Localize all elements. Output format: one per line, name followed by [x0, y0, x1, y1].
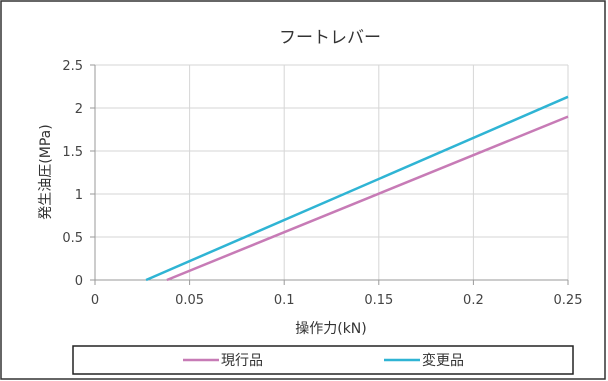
series-line-2 — [145, 95, 569, 282]
plot-series — [145, 95, 569, 282]
gridlines — [95, 64, 569, 280]
x-tick-label: 0.1 — [274, 293, 295, 308]
y-tick-label: 1.5 — [62, 145, 83, 160]
y-tick-label: 2 — [75, 102, 83, 117]
x-tick-label: 0.15 — [364, 293, 393, 308]
x-tick-label: 0.2 — [463, 293, 484, 308]
axes — [90, 64, 569, 285]
y-tick-label: 2.5 — [62, 59, 83, 74]
y-tick-label: 1 — [75, 188, 83, 203]
x-axis-label: 操作力(kN) — [295, 321, 367, 337]
tick-labels: 0 0.5 1 1.5 2 2.5 0 0.05 0.1 0.15 0.2 0.25 — [62, 59, 582, 308]
legend-label-2: 変更品 — [422, 352, 464, 369]
legend-label-1: 現行品 — [221, 353, 263, 369]
y-tick-label: 0.5 — [62, 231, 83, 246]
legend: 現行品 変更品 — [183, 352, 464, 369]
x-tick-label: 0.25 — [554, 293, 583, 308]
x-tick-label: 0.05 — [175, 293, 204, 308]
series-line-1 — [166, 115, 569, 282]
chart-title: フートレバー — [279, 28, 381, 48]
x-tick-label: 0 — [91, 293, 99, 308]
y-tick-label: 0 — [75, 274, 83, 289]
legend-box — [72, 345, 574, 375]
y-axis-label: 発生油圧(MPa) — [38, 124, 54, 219]
